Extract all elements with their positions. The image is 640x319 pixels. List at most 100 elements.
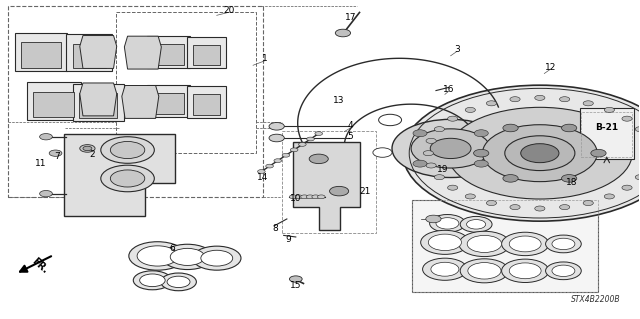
Text: 10: 10 <box>290 194 301 203</box>
Circle shape <box>521 144 559 163</box>
Circle shape <box>193 246 241 270</box>
Circle shape <box>622 185 632 190</box>
Polygon shape <box>293 142 360 230</box>
Circle shape <box>503 174 518 182</box>
Text: 2: 2 <box>90 150 95 159</box>
Circle shape <box>392 119 509 178</box>
Text: 5: 5 <box>348 132 353 141</box>
Circle shape <box>561 174 577 182</box>
Circle shape <box>604 108 614 112</box>
Circle shape <box>291 148 298 152</box>
Circle shape <box>583 101 593 106</box>
Circle shape <box>502 232 548 256</box>
Polygon shape <box>26 82 81 120</box>
Circle shape <box>420 230 469 254</box>
Circle shape <box>447 107 632 199</box>
Circle shape <box>330 186 349 196</box>
Circle shape <box>429 214 465 232</box>
Text: 1: 1 <box>262 54 268 63</box>
Circle shape <box>309 154 328 164</box>
Polygon shape <box>153 93 184 114</box>
Circle shape <box>306 195 314 199</box>
Circle shape <box>460 216 492 232</box>
Circle shape <box>110 170 145 187</box>
Circle shape <box>413 160 427 167</box>
Bar <box>8 6 262 197</box>
Circle shape <box>110 141 145 159</box>
Polygon shape <box>187 37 227 69</box>
Circle shape <box>426 163 436 168</box>
Text: 19: 19 <box>436 165 448 174</box>
Polygon shape <box>124 36 161 69</box>
Circle shape <box>535 206 545 211</box>
Polygon shape <box>15 33 67 71</box>
Polygon shape <box>21 42 61 68</box>
Text: 7: 7 <box>54 152 60 161</box>
Text: 15: 15 <box>290 281 301 290</box>
Circle shape <box>40 134 52 140</box>
Circle shape <box>315 132 323 136</box>
Circle shape <box>49 150 62 156</box>
Circle shape <box>460 259 509 283</box>
Circle shape <box>422 258 467 280</box>
Text: 11: 11 <box>35 159 47 168</box>
Circle shape <box>100 137 154 163</box>
Polygon shape <box>67 34 112 71</box>
Circle shape <box>486 101 497 106</box>
Circle shape <box>474 130 488 137</box>
Circle shape <box>289 276 302 282</box>
Circle shape <box>535 95 545 100</box>
Circle shape <box>447 116 458 121</box>
Circle shape <box>483 125 597 182</box>
Circle shape <box>161 273 196 291</box>
Polygon shape <box>79 93 117 118</box>
Circle shape <box>545 235 581 253</box>
Circle shape <box>312 195 319 199</box>
Circle shape <box>411 129 490 168</box>
Circle shape <box>509 263 541 279</box>
Text: 3: 3 <box>454 45 460 54</box>
Circle shape <box>423 151 433 156</box>
Polygon shape <box>64 134 175 216</box>
Circle shape <box>269 122 284 130</box>
Polygon shape <box>193 94 220 115</box>
Circle shape <box>257 170 265 174</box>
Text: 13: 13 <box>333 96 345 105</box>
Circle shape <box>503 124 518 132</box>
Circle shape <box>269 134 284 142</box>
Text: 8: 8 <box>273 224 278 233</box>
Text: B-21: B-21 <box>595 123 618 132</box>
Circle shape <box>413 130 427 137</box>
Polygon shape <box>122 85 159 118</box>
Bar <box>116 12 256 153</box>
Circle shape <box>559 97 570 102</box>
Polygon shape <box>73 85 124 121</box>
Circle shape <box>170 249 205 265</box>
Circle shape <box>129 242 186 270</box>
Circle shape <box>289 195 297 199</box>
Circle shape <box>509 236 541 252</box>
Polygon shape <box>33 92 74 117</box>
Circle shape <box>426 215 441 223</box>
Text: 4: 4 <box>348 121 353 130</box>
Circle shape <box>295 195 303 199</box>
Circle shape <box>83 146 92 151</box>
Circle shape <box>133 271 172 290</box>
Polygon shape <box>147 36 190 68</box>
Text: 9: 9 <box>285 235 291 244</box>
Polygon shape <box>80 35 116 69</box>
Circle shape <box>428 234 461 250</box>
Circle shape <box>40 190 52 197</box>
Circle shape <box>583 201 593 205</box>
Circle shape <box>474 149 489 157</box>
Circle shape <box>201 250 233 266</box>
Circle shape <box>604 194 614 199</box>
Polygon shape <box>187 86 227 118</box>
Circle shape <box>622 116 632 121</box>
Circle shape <box>80 145 95 152</box>
Circle shape <box>379 114 401 126</box>
Circle shape <box>436 218 459 229</box>
Bar <box>581 112 632 157</box>
Bar <box>412 200 598 292</box>
Text: FR.: FR. <box>29 256 50 275</box>
